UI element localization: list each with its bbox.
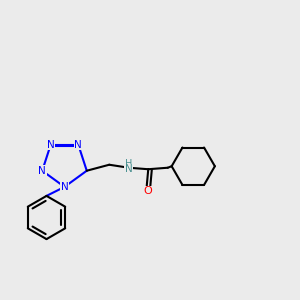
Text: N: N: [61, 182, 68, 192]
Text: H: H: [125, 159, 132, 169]
Text: N: N: [38, 166, 46, 176]
Text: N: N: [47, 140, 55, 150]
Text: O: O: [144, 186, 152, 196]
Text: N: N: [125, 164, 133, 174]
Text: N: N: [74, 140, 82, 150]
